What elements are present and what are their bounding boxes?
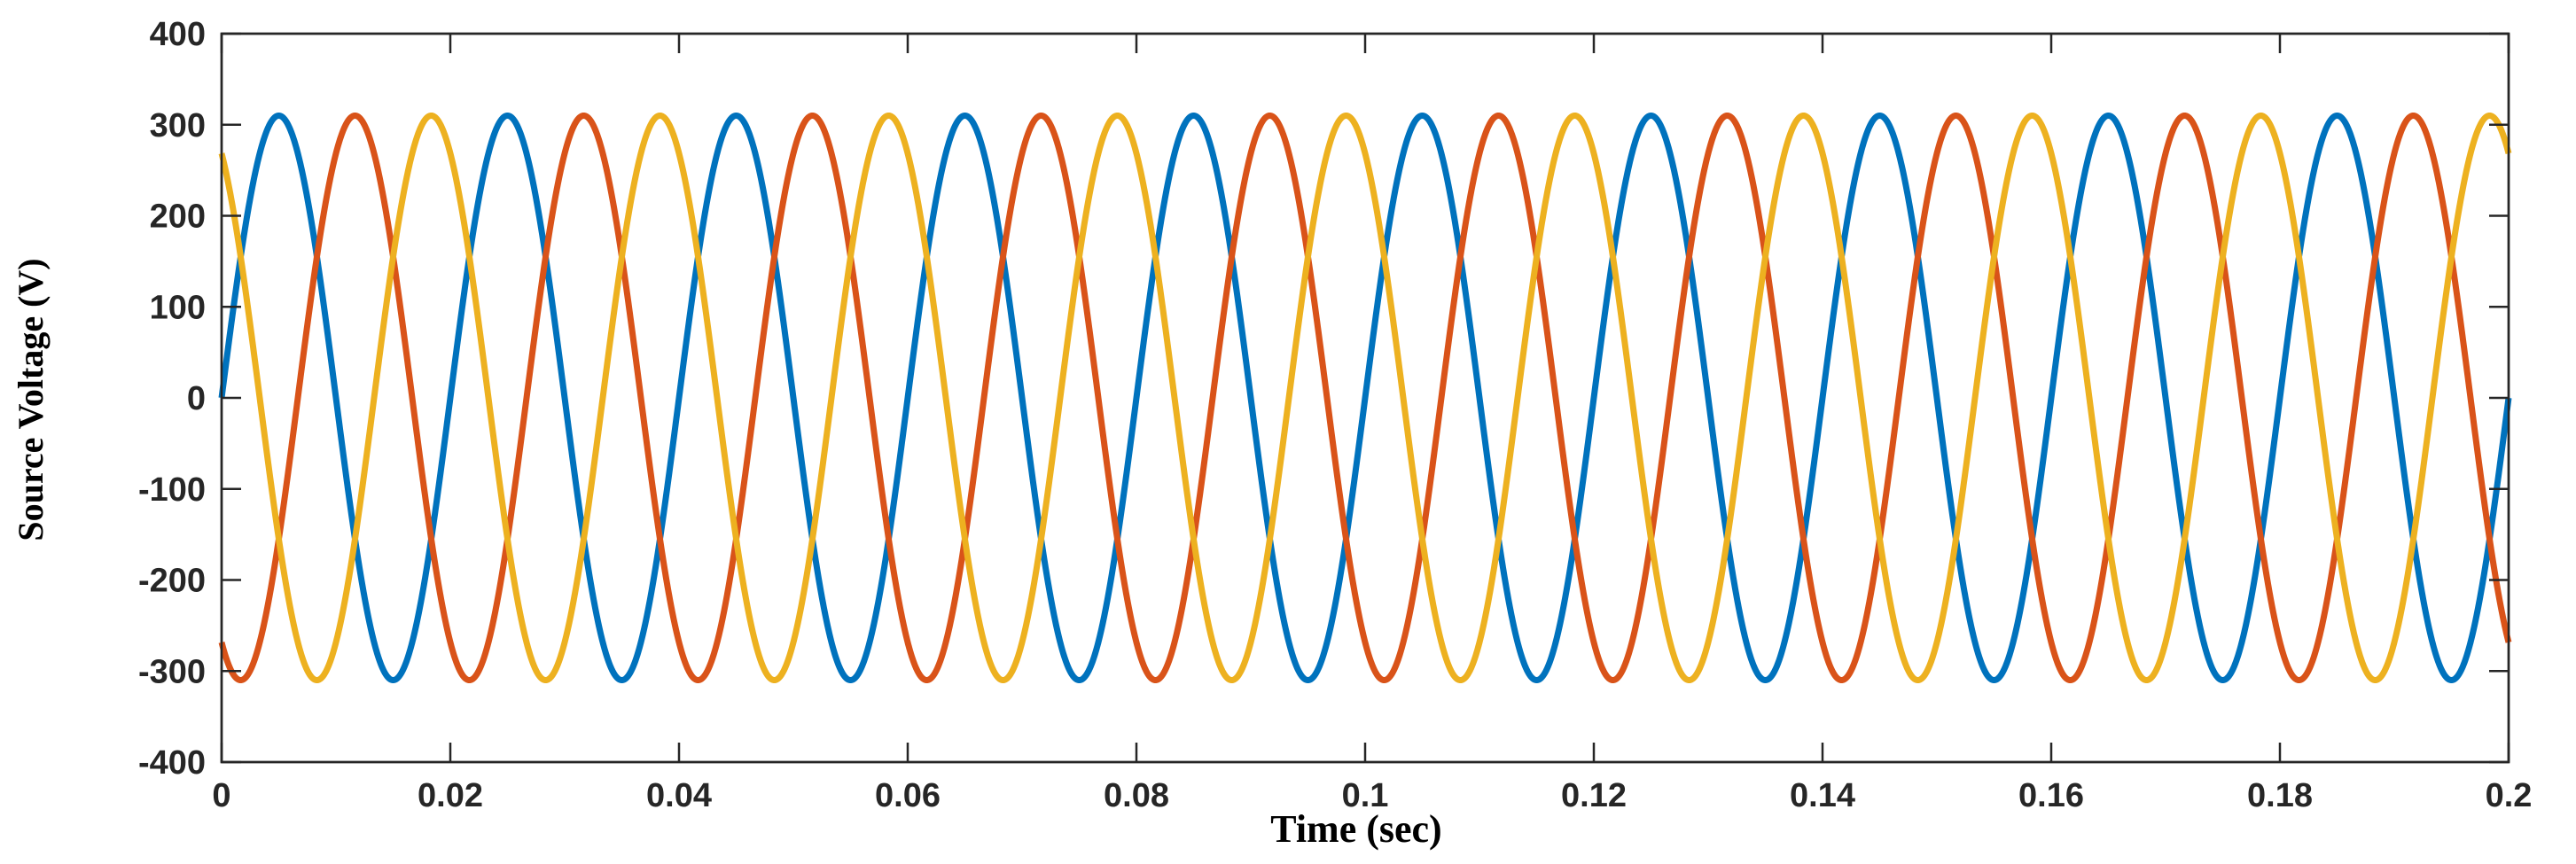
y-axis-ticks: 400 300 200 100 0 -100 -200 -300 -400	[138, 16, 2509, 782]
y-tick-label: -300	[138, 653, 206, 690]
series-group	[218, 112, 2512, 684]
y-axis-label: Source Voltage (V)	[11, 258, 51, 541]
x-axis-ticks: 0 0.02 0.04 0.06 0.08 0.1 0.12 0.14 0.16 0.18 0.2	[212, 34, 2532, 814]
x-axis-label: Time (sec)	[1270, 807, 1441, 851]
x-tick-label: 0.16	[2018, 777, 2084, 814]
y-tick-label: 300	[150, 107, 206, 144]
series-line-1	[218, 112, 2512, 684]
x-tick-label: 0.14	[1790, 777, 1855, 814]
x-tick-label: 0.12	[1561, 777, 1627, 814]
y-tick-label: 0	[187, 380, 206, 417]
x-tick-label: 0	[212, 777, 230, 814]
x-tick-label: 0.1	[1342, 777, 1389, 814]
y-tick-label: 100	[150, 289, 206, 326]
y-tick-label: 400	[150, 16, 206, 53]
y-tick-label: 200	[150, 198, 206, 236]
x-tick-label: 0.18	[2247, 777, 2313, 814]
series-line-3	[218, 112, 2512, 684]
x-tick-label: 0.08	[1104, 777, 1169, 814]
x-tick-label: 0.06	[875, 777, 941, 814]
series-line-2	[218, 112, 2512, 684]
x-tick-label: 0.04	[646, 777, 712, 814]
x-tick-label: 0.02	[418, 777, 483, 814]
y-tick-label: -200	[138, 563, 206, 600]
plot-area	[218, 32, 2512, 764]
y-tick-label: -400	[138, 744, 206, 782]
y-tick-label: -100	[138, 471, 206, 509]
x-tick-label: 0.2	[2486, 777, 2533, 814]
